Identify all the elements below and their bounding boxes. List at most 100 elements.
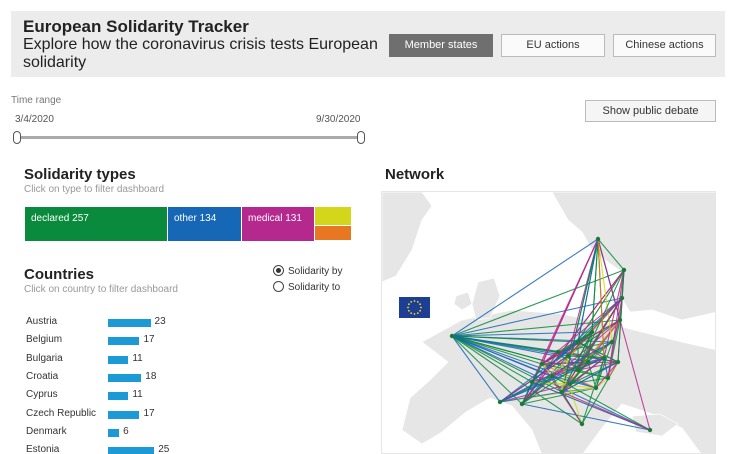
network-edge [567,297,623,357]
country-row[interactable]: Estonia 25 [26,444,196,454]
network-edge [597,238,625,271]
network-edge [603,269,625,359]
network-node [595,236,601,242]
tab-eu-actions[interactable]: EU actions [501,34,605,57]
network-edge [607,297,623,379]
country-row[interactable]: Bulgaria 11 [26,353,196,367]
land-scandinavia-russia [551,192,715,321]
solidarity-type-segment[interactable]: declared 257 [25,207,167,241]
solidarity-types-title: Solidarity types [24,166,136,183]
network-node [647,427,653,433]
network-node [575,367,581,373]
land-black-sea-shore [631,413,679,437]
network-edge [595,361,619,389]
network-edge [541,238,599,365]
network-edge [451,238,599,337]
page-title: European Solidarity Tracker [23,17,249,36]
network-edge [551,375,597,389]
country-name: Cyprus [26,389,58,401]
radio-unselected-icon [273,281,284,292]
network-node [575,339,581,345]
network-edge [597,238,613,343]
tab-chinese-actions[interactable]: Chinese actions [613,34,716,57]
network-edge [561,238,599,393]
country-row[interactable]: Czech Republic 17 [26,408,196,422]
time-range-track[interactable] [17,136,363,139]
country-bar [108,392,129,401]
network-edge [451,335,579,343]
show-public-debate-button[interactable]: Show public debate [585,100,716,122]
land-greenland-coast [382,192,433,283]
country-name: Czech Republic [26,407,97,419]
country-row[interactable]: Croatia 18 [26,371,196,385]
page-subtitle: Explore how the coronavirus crisis tests… [23,36,378,71]
country-name: Denmark [26,425,67,437]
network-edge [577,361,619,371]
time-range-end: 9/30/2020 [316,114,361,125]
country-bar [108,428,120,437]
network-edge [597,238,605,359]
solidarity-type-segment[interactable] [315,207,351,225]
network-edge [451,335,501,403]
solidarity-type-segment[interactable] [315,226,351,240]
time-range-end-handle[interactable] [357,131,365,144]
radio-solidarity-by[interactable]: Solidarity by [273,265,342,277]
network-edge [451,335,569,357]
network-node [539,361,545,367]
map-svg [382,192,715,453]
country-row[interactable]: Denmark 6 [26,426,196,440]
country-value: 17 [143,407,155,419]
eu-flag-icon [399,297,430,318]
network-node [605,375,611,381]
country-value: 11 [132,389,143,401]
country-row[interactable]: Cyprus 11 [26,389,196,403]
land-ireland [453,291,473,311]
country-bar [108,410,140,419]
network-edge [451,335,523,405]
network-map[interactable] [381,191,716,454]
network-node [585,359,591,365]
time-range-start: 3/4/2020 [15,114,54,125]
country-bar [108,337,140,346]
header-bar: European Solidarity Tracker Explore how … [11,11,725,77]
network-edge [451,331,593,337]
eu-stars [407,300,422,315]
network-node [619,295,625,301]
country-name: Austria [26,316,58,327]
network-edge [521,341,613,405]
country-bar [108,355,129,364]
country-name: Bulgaria [26,352,63,364]
network-node [609,339,615,345]
network-node [549,373,555,379]
network-edge [451,335,533,383]
country-bar [108,319,151,327]
network-node [615,359,621,365]
network-edge [451,335,543,365]
network-edge [581,357,605,425]
network-edge [451,335,609,379]
network-node [519,401,525,407]
country-row[interactable]: Austria 23 [26,316,196,330]
network-edge [451,335,583,425]
country-value: 25 [158,444,170,454]
network-edge [499,341,613,403]
network-edge [531,297,623,383]
network-edge [561,391,651,431]
land-continental-europe [401,309,715,453]
solidarity-type-segment[interactable]: other 134 [168,207,241,241]
network-edge [521,351,559,405]
network-node [565,353,571,359]
solidarity-types-hint: Click on type to filter dashboard [24,184,165,195]
time-range-start-handle[interactable] [13,131,21,144]
network-edge [619,269,625,321]
network-edges [451,238,651,431]
network-edge [499,357,605,403]
network-node [601,355,607,361]
tab-member-states[interactable]: Member states [389,34,493,57]
country-row[interactable]: Belgium 17 [26,334,196,348]
radio-solidarity-to[interactable]: Solidarity to [273,281,340,293]
network-node [449,333,455,339]
network-edge [567,355,605,359]
network-node [621,267,627,273]
solidarity-type-segment[interactable]: medical 131 [242,207,314,241]
